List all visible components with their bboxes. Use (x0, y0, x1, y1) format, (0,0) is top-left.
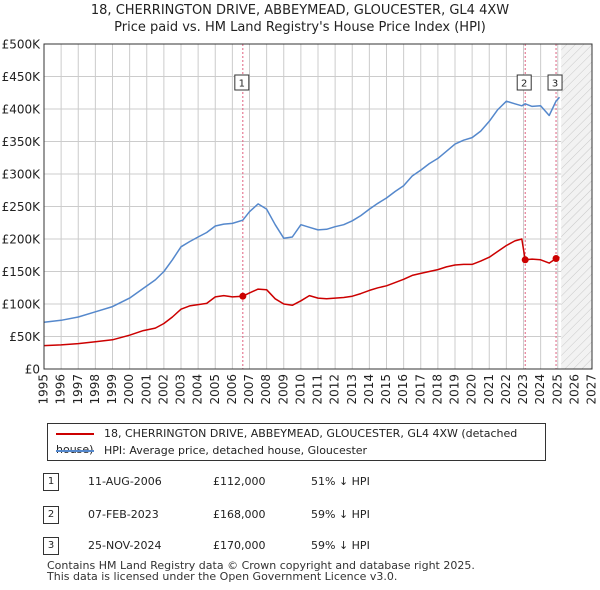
sale-row: 1 11-AUG-2006 £112,000 51% ↓ HPI (0, 473, 600, 491)
future-shade (561, 44, 592, 369)
x-tick-label: 2019 (448, 374, 462, 405)
x-tick-label: 2006 (225, 374, 239, 405)
x-tick-label: 2008 (259, 374, 273, 405)
x-tick-label: 2026 (567, 374, 581, 405)
x-tick-label: 2021 (482, 374, 496, 405)
sale-hpi-diff: 59% ↓ HPI (311, 508, 370, 521)
x-tick-label: 2004 (191, 374, 205, 405)
legend-label-hpi: HPI: Average price, detached house, Glou… (104, 444, 368, 457)
x-tick-label: 2001 (139, 374, 153, 405)
sale-label-box (516, 74, 532, 91)
sale-markers: 1 2 3 (234, 74, 563, 300)
y-axis-ticks: £0 £50K £100K £150K £200K £250K £300K £350K £400… (2, 38, 42, 377)
x-tick-label: 2025 (550, 374, 564, 405)
footer-line-1: Contains HM Land Registry data © Crown c… (47, 559, 475, 572)
chart-subtitle: Price paid vs. HM Land Registry's House … (114, 20, 486, 35)
sale-row: 3 25-NOV-2024 £170,000 59% ↓ HPI (0, 537, 600, 555)
x-tick-label: 1998 (88, 374, 102, 405)
sale-date: 07-FEB-2023 (88, 508, 159, 521)
x-tick-label: 1996 (54, 374, 68, 405)
sale-row: 2 07-FEB-2023 £168,000 59% ↓ HPI (0, 506, 600, 524)
x-tick-label: 2000 (122, 374, 136, 405)
sale-point (239, 292, 247, 300)
x-tick-label: 2002 (156, 374, 170, 405)
legend: 18, CHERRINGTON DRIVE, ABBEYMEAD, GLOUCE… (47, 423, 546, 461)
x-tick-label: 2009 (276, 374, 290, 405)
y-tick-label: £500K (2, 38, 42, 52)
sale-label-box (234, 74, 250, 91)
y-tick-label: £450K (2, 70, 42, 84)
x-tick-label: 2024 (533, 374, 547, 405)
legend-item-property: 18, CHERRINGTON DRIVE, ABBEYMEAD, GLOUCE… (56, 426, 545, 456)
x-tick-label: 2020 (465, 374, 479, 405)
x-tick-label: 2011 (311, 374, 325, 405)
x-tick-label: 2005 (208, 374, 222, 405)
y-tick-label: £250K (2, 200, 42, 214)
legend-swatch-hpi (56, 450, 94, 452)
x-tick-label: 2003 (174, 374, 188, 405)
x-tick-label: 2010 (293, 374, 307, 405)
x-tick-label: 1997 (71, 374, 85, 405)
y-tick-label: £200K (2, 233, 42, 247)
sale-date: 25-NOV-2024 (88, 539, 162, 552)
y-tick-label: £300K (2, 168, 42, 182)
x-tick-label: 2017 (413, 374, 427, 405)
series-line (43, 238, 560, 347)
y-tick-label: £150K (2, 265, 42, 279)
chart-title: 18, CHERRINGTON DRIVE, ABBEYMEAD, GLOUCE… (90, 3, 510, 18)
x-tick-label: 2007 (242, 374, 256, 405)
sale-hpi-diff: 59% ↓ HPI (311, 539, 370, 552)
sale-label: 1 (239, 79, 245, 90)
plot-frame (43, 43, 593, 370)
sale-label: 2 (521, 79, 527, 90)
series-line (43, 96, 561, 323)
y-tick-label: £350K (2, 135, 42, 149)
sale-number: 1 (43, 473, 59, 491)
legend-item-hpi: HPI: Average price, detached house, Glou… (56, 443, 367, 459)
sale-date: 11-AUG-2006 (88, 475, 162, 488)
legend-swatch-property (56, 433, 94, 435)
x-tick-label: 2023 (516, 374, 530, 405)
x-tick-label: 2027 (585, 374, 599, 405)
x-tick-label: 2022 (499, 374, 513, 405)
x-axis-ticks: 1995 1996 1997 1998 1999 2000 2001 2002 2003 2004… (37, 374, 599, 405)
series-lines (43, 96, 561, 347)
x-tick-label: 2016 (396, 374, 410, 405)
y-tick-label: £50K (9, 330, 41, 344)
sale-hpi-diff: 51% ↓ HPI (311, 475, 370, 488)
sale-point (521, 256, 529, 264)
x-tick-label: 1999 (105, 374, 119, 405)
sale-number: 2 (43, 506, 59, 524)
sale-label: 3 (552, 79, 558, 90)
x-tick-label: 2015 (379, 374, 393, 405)
legend-label-property: 18, CHERRINGTON DRIVE, ABBEYMEAD, GLOUCE… (56, 427, 518, 456)
y-tick-label: £100K (2, 298, 42, 312)
x-tick-label: 2014 (362, 374, 376, 405)
footer: Contains HM Land Registry data © Crown c… (47, 560, 475, 582)
footer-line-2: This data is licensed under the Open Gov… (47, 570, 398, 583)
y-tick-label: £0 (25, 363, 40, 377)
x-tick-label: 2018 (430, 374, 444, 405)
grid (43, 43, 593, 370)
y-tick-label: £400K (2, 103, 42, 117)
price-chart: 1 2 3 £0 £50K £100K £150K £200K £250K £300K £350K… (2, 38, 599, 405)
x-tick-label: 2013 (345, 374, 359, 405)
sale-number: 3 (43, 537, 59, 555)
sale-price: £112,000 (213, 475, 266, 488)
sale-point (552, 255, 560, 262)
x-tick-label: 2012 (328, 374, 342, 405)
sale-price: £168,000 (213, 508, 266, 521)
sale-label-box (547, 74, 563, 91)
x-tick-label: 1995 (37, 374, 51, 405)
sale-price: £170,000 (213, 539, 266, 552)
